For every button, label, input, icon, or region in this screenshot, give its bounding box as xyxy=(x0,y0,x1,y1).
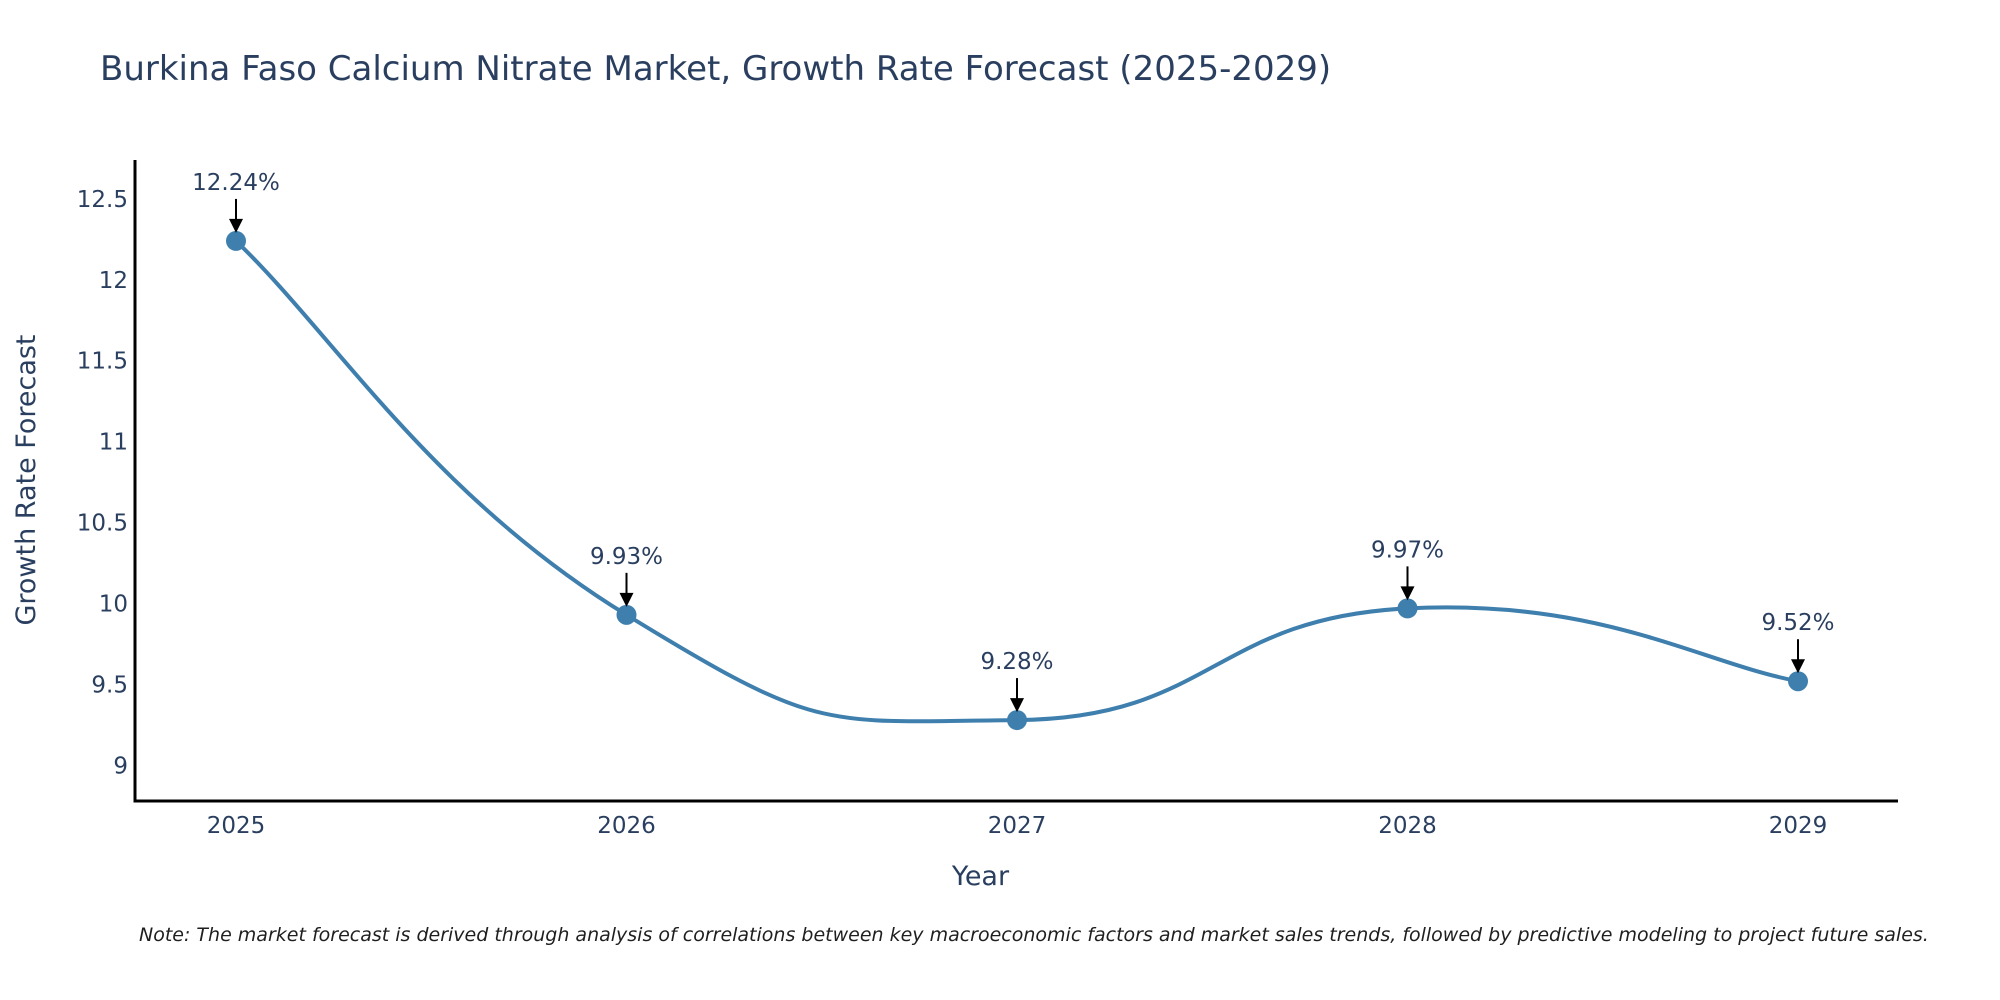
y-tick-label: 11.5 xyxy=(77,349,128,375)
data-label: 9.52% xyxy=(1761,610,1834,636)
data-label: 9.28% xyxy=(980,649,1053,675)
annotation-arrow-head xyxy=(1400,586,1415,601)
y-axis-ticks: 9 9.5 10 10.5 11 11.5 12 12.5 xyxy=(77,187,128,780)
data-point xyxy=(1788,671,1808,692)
data-label: 9.97% xyxy=(1371,537,1444,563)
y-tick-label: 9.5 xyxy=(91,672,128,698)
annotation-arrow-head xyxy=(1791,659,1805,674)
data-point xyxy=(1397,598,1418,619)
plot-area: 12.24% 9.93% 9.28% 9.97% 9.52% xyxy=(192,170,1835,731)
footnote: Note: The market forecast is derived thr… xyxy=(139,924,1929,946)
y-tick-label: 12 xyxy=(99,268,128,294)
x-tick-label: 2025 xyxy=(207,813,266,839)
y-tick-label: 9 xyxy=(113,753,128,779)
y-tick-label: 12.5 xyxy=(77,187,128,213)
x-tick-label: 2026 xyxy=(597,813,656,839)
data-point xyxy=(226,230,246,251)
data-point xyxy=(616,604,637,625)
x-axis-ticks: 2025 2026 2027 2028 2029 xyxy=(207,813,1828,839)
annotation-arrow-head xyxy=(229,218,243,233)
y-axis-title: Growth Rate Forecast xyxy=(11,334,42,625)
data-point xyxy=(1007,710,1027,731)
x-tick-label: 2028 xyxy=(1378,813,1437,839)
annotation-arrow-head xyxy=(1010,698,1024,713)
x-axis-title: Year xyxy=(951,861,1010,892)
x-tick-label: 2029 xyxy=(1769,813,1828,839)
data-label: 9.93% xyxy=(590,544,663,570)
annotation-arrow-head xyxy=(619,592,634,607)
chart-title: Burkina Faso Calcium Nitrate Market, Gro… xyxy=(100,49,1331,89)
x-tick-label: 2027 xyxy=(988,813,1047,839)
data-label: 12.24% xyxy=(192,170,280,196)
y-tick-label: 11 xyxy=(99,430,128,456)
y-tick-label: 10.5 xyxy=(77,511,128,537)
y-tick-label: 10 xyxy=(99,592,128,618)
